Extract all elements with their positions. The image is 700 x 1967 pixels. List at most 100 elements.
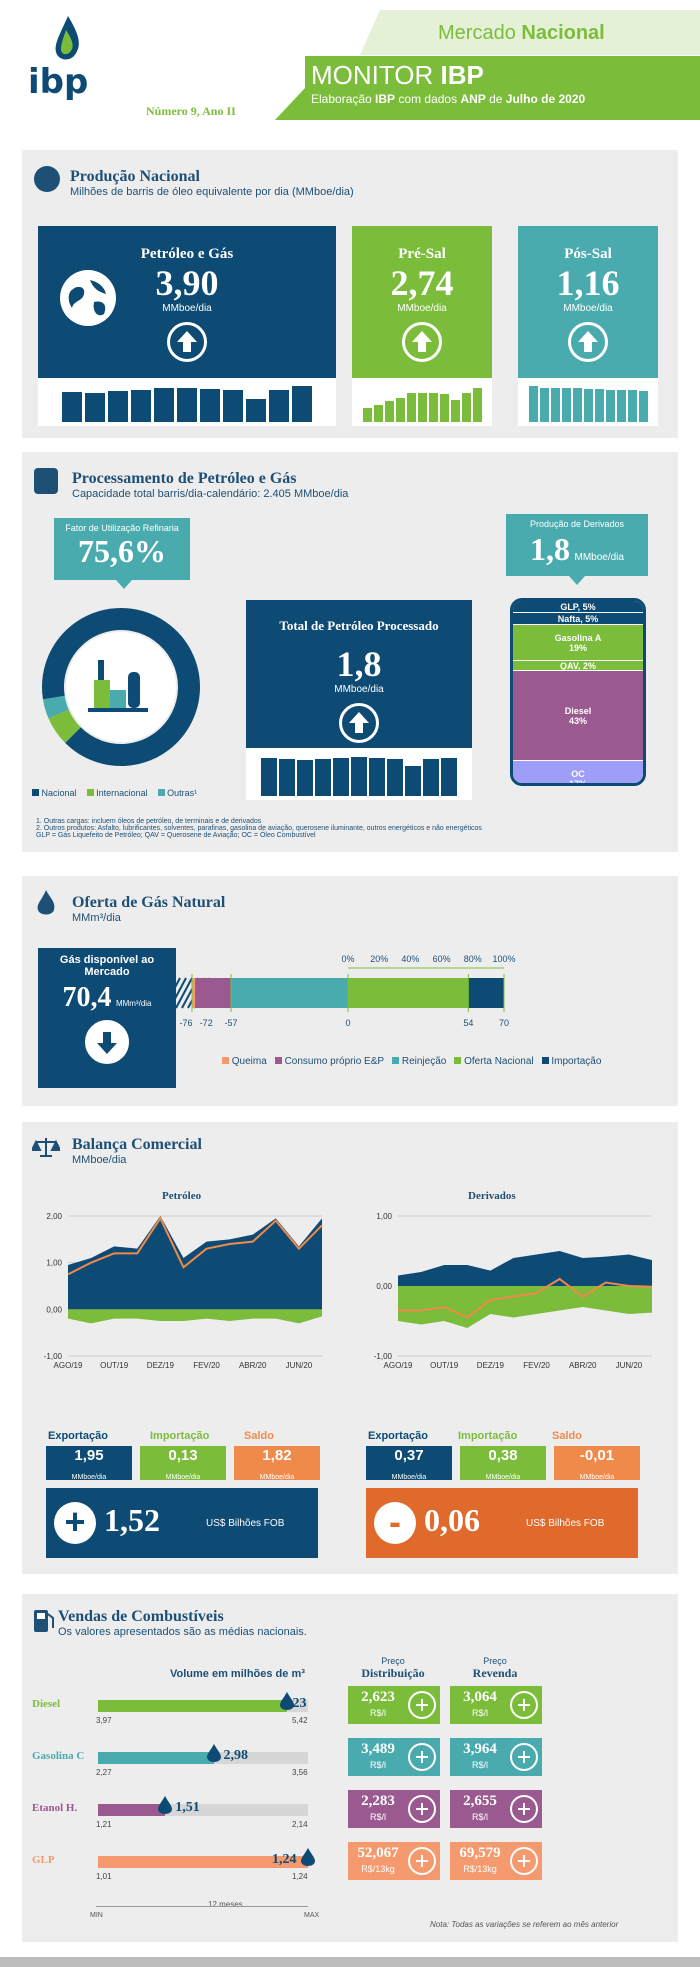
gas-legend-item: Importação: [541, 1056, 601, 1067]
price-box: 2,655 R$/l: [450, 1790, 542, 1828]
x-tick-label: ABR/20: [569, 1361, 597, 1370]
unit-label: MMboe/dia: [259, 1474, 295, 1481]
fuel-name: Etanol H.: [32, 1802, 78, 1814]
refinery-part: [98, 660, 104, 680]
bar: [384, 401, 394, 422]
fator-value: 75,6%: [78, 533, 166, 569]
import-area: [398, 1286, 652, 1328]
price-box: 2,623 R$/l: [348, 1686, 440, 1724]
bar: [461, 393, 471, 422]
price-head-dist: Preço Distribuição: [348, 1656, 438, 1681]
gas-supply-bar: -76 -72 -57 0 54 70 0% 20% 40% 60% 80% 100%: [151, 954, 516, 1028]
card-unit: MMboe/dia: [563, 303, 613, 314]
producao-panel: Produção Nacional Milhões de barris de ó…: [22, 150, 678, 438]
bar: [472, 388, 482, 422]
gas-segment-reinjecao: [231, 978, 348, 1008]
derivados-valuewrap: 1,8 MMboe/dia: [506, 531, 648, 568]
bar: [572, 388, 582, 422]
derivados-pointer: [569, 576, 585, 585]
title-banner-shape: [275, 56, 700, 120]
derivados-chart-title: Derivados: [468, 1190, 516, 1202]
bar: [315, 759, 331, 796]
derivados-unit: MMboe/dia: [574, 552, 624, 563]
pet-sal-label: Saldo: [244, 1430, 274, 1442]
gas-panel: Oferta de Gás Natural MMm³/dia Gás dispo…: [22, 876, 678, 1106]
volume-value: 5,23: [282, 1696, 307, 1711]
legend-label: Internacional: [96, 788, 148, 798]
segment-label: Nafta, 5%: [557, 613, 599, 624]
legend-label: Consumo próprio E&P: [284, 1056, 385, 1067]
legend-outras: Outras¹: [157, 788, 197, 798]
card-possal: Pós-Sal 1,16 MMboe/dia: [518, 226, 658, 426]
bar: [441, 758, 457, 796]
pet-exp-box: 1,95 MMboe/dia: [46, 1446, 132, 1481]
legend-label: Reinjeção: [401, 1056, 447, 1067]
unit-label: MMboe/dia: [485, 1474, 521, 1481]
volume-value: 1,51: [175, 1800, 200, 1815]
gas-legend-item: Oferta Nacional: [454, 1056, 534, 1067]
bar: [627, 390, 637, 422]
title-light: MONITOR: [311, 60, 441, 90]
saldo-line: [398, 1277, 653, 1319]
segment-label: Diesel: [564, 705, 592, 716]
bar: [246, 398, 266, 422]
footnote: 1. Outras cargas: incluem óleos de petró…: [36, 818, 262, 825]
unit-label: MMboe/dia: [71, 1474, 107, 1481]
price-unit: R$/l: [369, 1708, 386, 1718]
flame-icon: [37, 890, 55, 915]
gas-segment-importacao: [468, 978, 504, 1008]
sales-rows: Diesel 5,23 3,97 5,42 2,623 R$/l 3,064 R$/l Gaso…: [22, 1686, 678, 1906]
subtitle-part: Julho de 2020: [505, 92, 586, 106]
axis-min: MIN: [90, 1912, 103, 1919]
refinery-icon: [34, 468, 58, 494]
processamento-panel: Processamento de Petróleo e Gás Capacida…: [22, 452, 678, 852]
price-head-top: Preço: [381, 1656, 405, 1666]
bar: [292, 386, 312, 422]
scale-icon: [32, 1138, 60, 1157]
sales-row: Etanol H. 1,51 1,21 2,14 2,283 R$/l 2,655 R$/l: [22, 1790, 678, 1830]
legend-label: Queima: [231, 1056, 267, 1067]
gas-title: Oferta de Gás Natural: [72, 894, 226, 911]
gas-box-value: 70,4: [62, 982, 112, 1013]
production-bars-possal: [518, 378, 658, 426]
sales-row: GLP 1,24 1,01 1,24 52,067 R$/13kg 69,579 R$/13k…: [22, 1842, 678, 1882]
legend-label: Oferta Nacional: [464, 1056, 534, 1067]
volume-title: Volume em milhões de m³: [170, 1668, 305, 1680]
price-unit: R$/l: [369, 1760, 386, 1770]
gas-value-tick: -72: [200, 1018, 213, 1028]
balanca-panel: Balança Comercial MMboe/dia Petróleo Der…: [22, 1122, 678, 1574]
price-value: 3,489: [361, 1741, 395, 1757]
plus-icon: [408, 1847, 436, 1875]
bar: [550, 388, 560, 422]
plus-icon: [510, 1847, 538, 1875]
donut-legend: Nacional Internacional Outras¹: [32, 788, 197, 798]
arrow-down-icon: [85, 1020, 129, 1064]
hatch-line: [163, 977, 181, 1009]
drop-marker-icon: [157, 1796, 173, 1814]
utilization-donut: [42, 608, 200, 766]
bar: [62, 392, 82, 422]
segment-label: QAV, 2%: [559, 660, 597, 671]
y-tick-label: 2,00: [46, 1212, 62, 1221]
volume-track: [98, 1700, 308, 1712]
issue-label: Número 9, Ano II: [146, 104, 236, 118]
volume-fill: [98, 1700, 287, 1712]
gas-box-unit: MMm³/dia: [115, 999, 152, 1008]
fator-label: Fator de Utilização Refinaria: [65, 523, 179, 533]
axis-line: [96, 1906, 308, 1907]
barrel-segment: QAV, 2%: [513, 661, 643, 671]
hatch-line: [175, 977, 193, 1009]
bar: [333, 758, 349, 796]
fuel-pump-icon: [34, 1610, 54, 1632]
gas-legend-item: Queima: [222, 1056, 267, 1067]
card-unit: MMboe/dia: [397, 303, 447, 314]
donut-hole: [66, 632, 176, 742]
bar: [395, 398, 405, 422]
refinery-part: [88, 708, 148, 712]
logo-drop-icon: [55, 16, 79, 60]
gas-subtitle: MMm³/dia: [72, 912, 121, 924]
bar: [387, 759, 403, 796]
bar: [297, 760, 313, 796]
pet-total-unit: US$ Bilhões FOB: [206, 1518, 285, 1529]
